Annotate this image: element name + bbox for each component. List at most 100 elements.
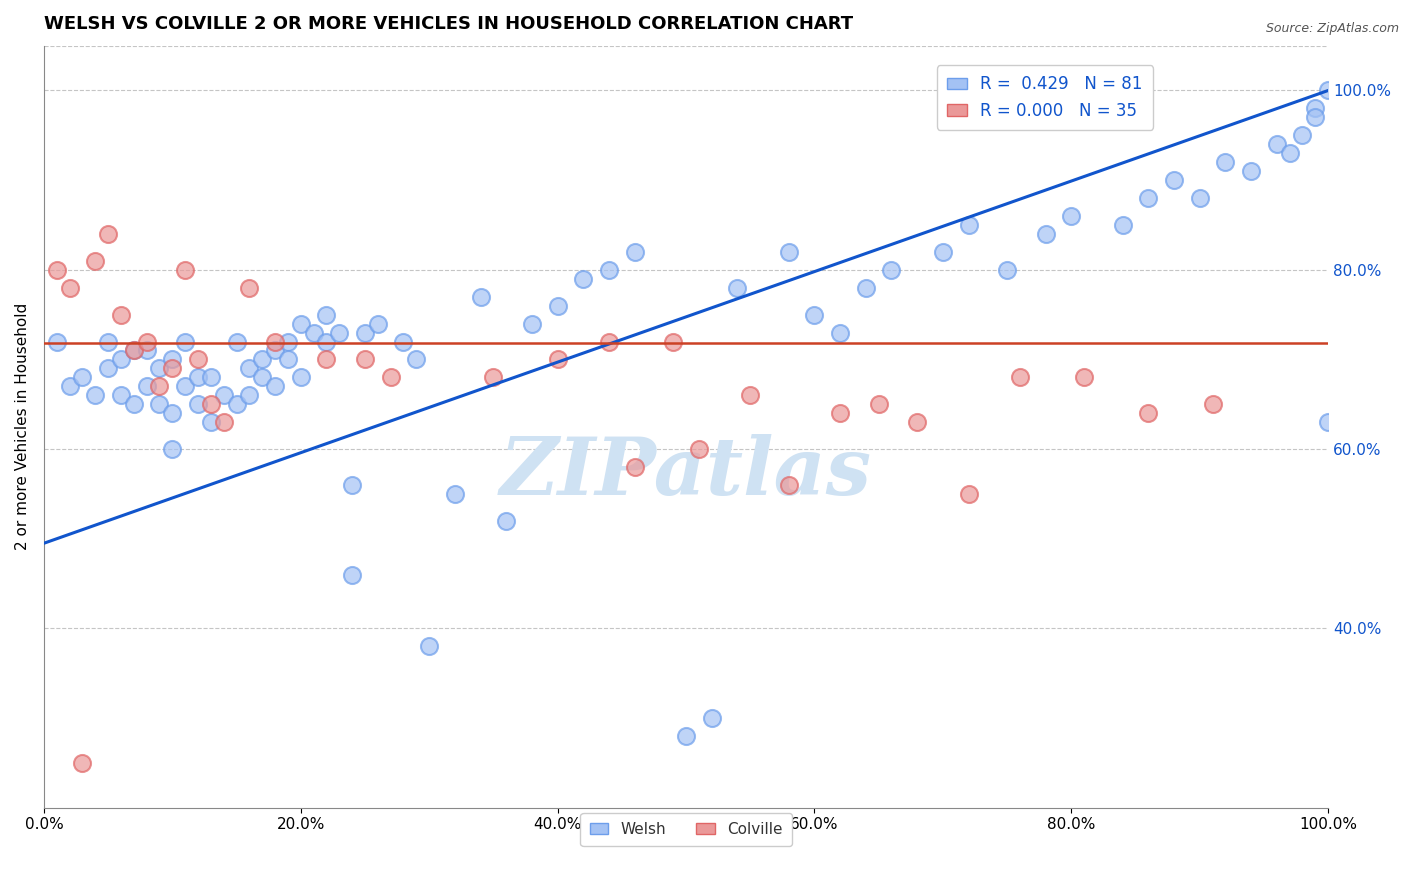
Point <box>225 397 247 411</box>
Point <box>135 343 157 358</box>
Point <box>830 406 852 420</box>
Point <box>315 334 337 349</box>
Point <box>778 244 800 259</box>
Point <box>187 352 209 367</box>
Point <box>72 756 94 770</box>
Point <box>1317 415 1340 429</box>
Point <box>1060 209 1083 223</box>
Point <box>1111 218 1133 232</box>
Point <box>328 326 350 340</box>
Point <box>302 326 325 340</box>
Point <box>572 272 595 286</box>
Point <box>418 640 440 654</box>
Point <box>264 334 287 349</box>
Point <box>187 397 209 411</box>
Point <box>1240 164 1263 178</box>
Point <box>1215 155 1237 169</box>
Point <box>598 334 620 349</box>
Point <box>174 379 197 393</box>
Point <box>354 352 377 367</box>
Point <box>1278 146 1301 161</box>
Point <box>212 415 235 429</box>
Point <box>1291 128 1313 143</box>
Point <box>200 397 222 411</box>
Point <box>482 370 505 384</box>
Point <box>187 370 209 384</box>
Point <box>58 379 80 393</box>
Point <box>315 352 337 367</box>
Point <box>162 442 184 456</box>
Point <box>45 334 67 349</box>
Point <box>700 711 723 725</box>
Point <box>1163 173 1185 187</box>
Point <box>444 487 467 501</box>
Point <box>162 352 184 367</box>
Point <box>855 281 877 295</box>
Point <box>135 379 157 393</box>
Point <box>1073 370 1095 384</box>
Text: WELSH VS COLVILLE 2 OR MORE VEHICLES IN HOUSEHOLD CORRELATION CHART: WELSH VS COLVILLE 2 OR MORE VEHICLES IN … <box>44 15 853 33</box>
Point <box>688 442 710 456</box>
Point <box>1008 370 1031 384</box>
Point <box>148 379 170 393</box>
Point <box>367 317 389 331</box>
Point <box>264 379 287 393</box>
Point <box>97 361 120 376</box>
Point <box>238 281 260 295</box>
Point <box>1201 397 1223 411</box>
Point <box>45 262 67 277</box>
Point <box>957 487 980 501</box>
Point <box>162 361 184 376</box>
Point <box>547 299 569 313</box>
Point <box>84 388 107 402</box>
Point <box>932 244 955 259</box>
Point <box>238 361 260 376</box>
Point <box>212 388 235 402</box>
Point <box>174 262 197 277</box>
Point <box>110 388 132 402</box>
Point <box>470 290 492 304</box>
Point <box>905 415 928 429</box>
Point <box>315 308 337 322</box>
Point <box>662 334 685 349</box>
Point <box>340 478 363 492</box>
Point <box>1137 191 1160 205</box>
Point <box>110 352 132 367</box>
Point <box>830 326 852 340</box>
Point <box>1265 137 1288 152</box>
Point <box>290 317 312 331</box>
Point <box>520 317 543 331</box>
Point <box>405 352 427 367</box>
Point <box>1303 102 1326 116</box>
Point <box>58 281 80 295</box>
Point <box>803 308 825 322</box>
Point <box>84 253 107 268</box>
Text: Source: ZipAtlas.com: Source: ZipAtlas.com <box>1265 22 1399 36</box>
Point <box>277 352 299 367</box>
Point <box>97 227 120 241</box>
Point <box>392 334 415 349</box>
Point <box>110 308 132 322</box>
Y-axis label: 2 or more Vehicles in Household: 2 or more Vehicles in Household <box>15 303 30 550</box>
Point <box>264 343 287 358</box>
Point <box>547 352 569 367</box>
Point <box>97 334 120 349</box>
Point <box>1035 227 1057 241</box>
Point <box>880 262 903 277</box>
Point <box>250 370 273 384</box>
Point <box>200 415 222 429</box>
Point <box>162 406 184 420</box>
Point <box>122 397 145 411</box>
Point <box>868 397 890 411</box>
Point <box>135 334 157 349</box>
Point <box>380 370 402 384</box>
Point <box>290 370 312 384</box>
Point <box>122 343 145 358</box>
Point <box>1317 83 1340 97</box>
Point <box>148 397 170 411</box>
Point <box>623 244 645 259</box>
Point <box>277 334 299 349</box>
Point <box>122 343 145 358</box>
Legend: Welsh, Colville: Welsh, Colville <box>581 813 792 846</box>
Point <box>200 370 222 384</box>
